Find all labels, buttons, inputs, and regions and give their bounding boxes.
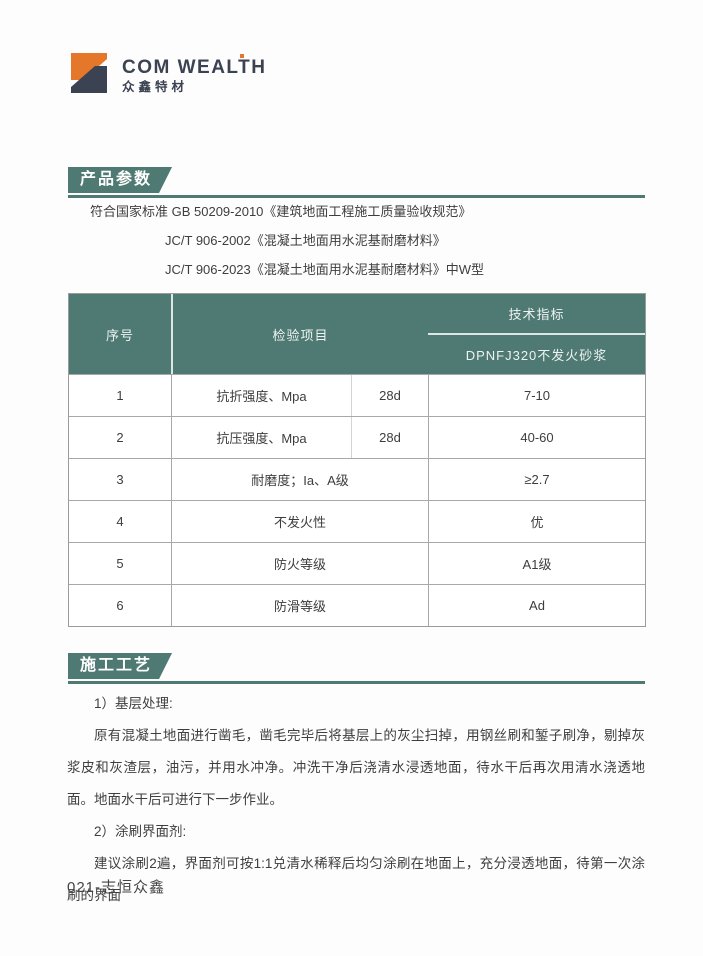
logo-brand-name: COM WEALTH bbox=[122, 57, 267, 78]
cell-value: ≥2.7 bbox=[428, 459, 645, 500]
section-divider bbox=[68, 195, 645, 198]
cell-item: 防火等级 bbox=[171, 543, 428, 584]
header-cell-item: 检验项目 bbox=[171, 294, 428, 374]
cell-item: 不发火性 bbox=[171, 501, 428, 542]
logo-z-icon bbox=[71, 53, 107, 93]
parameters-table: 序号 检验项目 技术指标 DPNFJ320不发火砂浆 1 抗折强度、Mpa 28… bbox=[68, 293, 646, 627]
logo-text: COM WEALTH 众鑫特材 bbox=[122, 50, 266, 94]
header-cell-spec-title: 技术指标 bbox=[428, 294, 645, 335]
cell-age: 28d bbox=[351, 375, 428, 416]
section-title-product-params: 产品参数 bbox=[68, 167, 172, 193]
logo-accent-dot bbox=[240, 54, 245, 58]
cell-no: 2 bbox=[116, 430, 124, 445]
standard-line: JC/T 906-2002《混凝土地面用水泥基耐磨材料》 bbox=[165, 233, 446, 248]
section-divider bbox=[68, 681, 645, 684]
cell-value: 7-10 bbox=[428, 375, 645, 416]
cell-no: 6 bbox=[116, 598, 124, 613]
cell-no: 1 bbox=[116, 388, 124, 403]
cell-item: 耐磨度；Ia、A级 bbox=[171, 459, 428, 500]
cell-value: Ad bbox=[428, 585, 645, 626]
cell-no: 4 bbox=[116, 514, 124, 529]
table-row: 6 防滑等级 Ad bbox=[69, 584, 645, 626]
cell-age: 28d bbox=[351, 417, 428, 458]
cell-no: 3 bbox=[116, 472, 124, 487]
header-cell-no: 序号 bbox=[105, 327, 134, 343]
process-step1-paragraph: 原有混凝土地面进行凿毛，凿毛完毕后将基层上的灰尘扫掉，用钢丝刷和錾子刷净，剔掉灰… bbox=[67, 728, 645, 807]
cell-item: 抗折强度、Mpa bbox=[171, 375, 351, 416]
table-row: 5 防火等级 A1级 bbox=[69, 542, 645, 584]
process-step2-paragraph: 建议涂刷2遍，界面剂可按1:1兑清水稀释后均匀涂刷在地面上，充分浸透地面，待第一… bbox=[67, 856, 645, 903]
cell-item: 抗压强度、Mpa bbox=[171, 417, 351, 458]
cell-value: A1级 bbox=[428, 543, 645, 584]
header-cell-spec: 技术指标 DPNFJ320不发火砂浆 bbox=[428, 294, 645, 374]
logo-brand-name-cn: 众鑫特材 bbox=[122, 80, 189, 94]
table-header: 序号 检验项目 技术指标 DPNFJ320不发火砂浆 bbox=[69, 294, 645, 374]
process-text: 1）基层处理: 原有混凝土地面进行凿毛，凿毛完毕后将基层上的灰尘扫掉，用钢丝刷和… bbox=[67, 688, 645, 912]
table-row: 4 不发火性 优 bbox=[69, 500, 645, 542]
cell-value: 40-60 bbox=[428, 417, 645, 458]
header-cell-spec-sub: DPNFJ320不发火砂浆 bbox=[465, 348, 608, 363]
standard-line: 符合国家标准 GB 50209-2010《建筑地面工程施工质量验收规范》 bbox=[90, 204, 472, 219]
cell-value: 优 bbox=[428, 501, 645, 542]
table-row: 1 抗折强度、Mpa 28d 7-10 bbox=[69, 374, 645, 416]
process-step1-title: 1）基层处理: bbox=[94, 696, 173, 711]
table-row: 3 耐磨度；Ia、A级 ≥2.7 bbox=[69, 458, 645, 500]
standards-list: 符合国家标准 GB 50209-2010《建筑地面工程施工质量验收规范》 JC/… bbox=[68, 197, 646, 284]
company-logo: COM WEALTH 众鑫特材 bbox=[64, 50, 266, 96]
page-footer-code: 021-志恒众鑫 bbox=[67, 879, 166, 896]
process-step2-title: 2）涂刷界面剂: bbox=[94, 824, 187, 839]
cell-no: 5 bbox=[116, 556, 124, 571]
table-row: 2 抗压强度、Mpa 28d 40-60 bbox=[69, 416, 645, 458]
cell-item: 防滑等级 bbox=[171, 585, 428, 626]
standard-line: JC/T 906-2023《混凝土地面用水泥基耐磨材料》中W型 bbox=[165, 262, 485, 277]
section-title-construction: 施工工艺 bbox=[68, 653, 172, 679]
